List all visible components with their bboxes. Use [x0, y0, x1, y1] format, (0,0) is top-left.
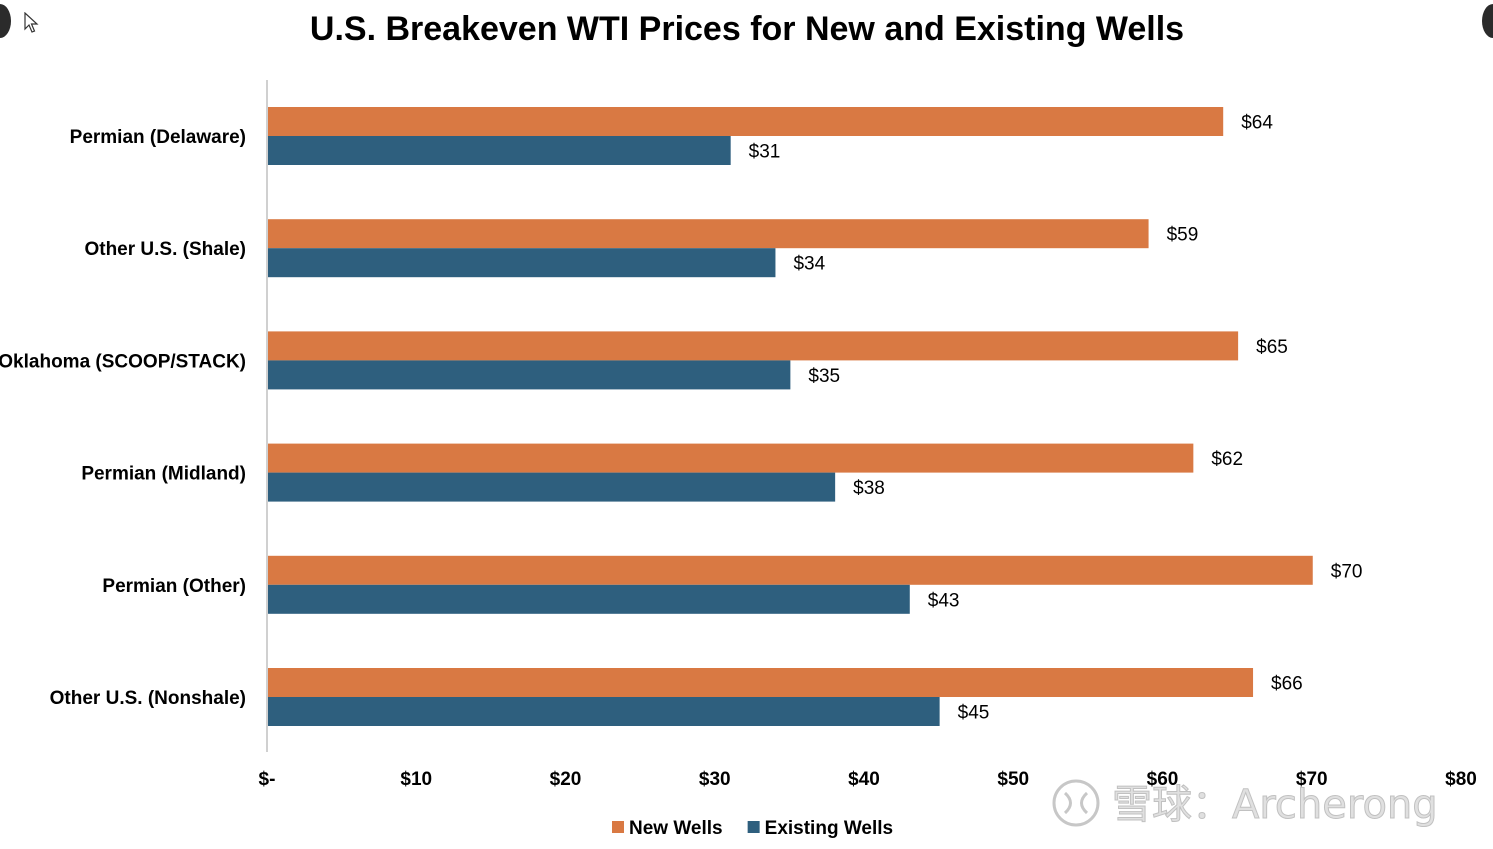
- category-label-permian-delaware: Permian (Delaware): [70, 127, 246, 148]
- x-tick-label-60: $60: [1147, 769, 1179, 790]
- bar-new-wells-other-u-s-shale: [268, 219, 1149, 249]
- bar-existing-wells-permian-midland: [268, 472, 836, 502]
- bar-existing-wells-permian-delaware: [268, 136, 731, 165]
- snowball-logo-icon: [1052, 779, 1100, 827]
- bar-new-wells-permian-other: [268, 555, 1313, 585]
- data-label-new-wells-permian-delaware: $64: [1241, 113, 1273, 134]
- x-tick-label-80: $80: [1445, 769, 1477, 790]
- x-tick-labels-layer: $- $10 $20 $30 $40 $50 $60 $70 $80: [259, 769, 1477, 790]
- watermark-text: 雪球：Archerong: [1112, 782, 1438, 828]
- legend-swatch-new-wells: [612, 821, 624, 833]
- data-label-existing-wells-permian-delaware: $31: [749, 142, 781, 163]
- category-label-permian-midland: Permian (Midland): [81, 464, 246, 485]
- legend-label-existing-wells: Existing Wells: [765, 818, 893, 839]
- x-tick-label-40: $40: [848, 769, 880, 790]
- bar-new-wells-permian-delaware: [268, 107, 1224, 136]
- x-tick-label-0: $-: [259, 769, 276, 790]
- mouse-pointer-icon: [24, 12, 39, 33]
- bar-existing-wells-permian-other: [268, 584, 910, 614]
- data-label-existing-wells-oklahoma-scoop-stack: $35: [808, 366, 840, 387]
- category-label-permian-other: Permian (Other): [102, 576, 246, 597]
- data-label-new-wells-permian-midland: $62: [1211, 449, 1243, 470]
- x-tick-label-70: $70: [1296, 769, 1328, 790]
- legend-label-new-wells: New Wells: [629, 818, 723, 839]
- data-labels-layer: $64 $31 $59 $34 $65 $35 $62 $38 $70 $43 $66 $45: [749, 113, 1363, 724]
- data-label-existing-wells-other-u-s-nonshale: $45: [958, 703, 990, 724]
- bar-new-wells-other-u-s-nonshale: [268, 668, 1254, 697]
- data-label-existing-wells-other-u-s-shale: $34: [793, 254, 825, 275]
- data-label-new-wells-permian-other: $70: [1331, 561, 1363, 582]
- category-label-other-u-s-nonshale: Other U.S. (Nonshale): [50, 688, 246, 709]
- chart-title: U.S. Breakeven WTI Prices for New and Ex…: [310, 10, 1184, 48]
- watermark: 雪球：Archerong: [1052, 779, 1438, 829]
- bar-existing-wells-oklahoma-scoop-stack: [268, 360, 791, 390]
- bar-new-wells-permian-midland: [268, 443, 1194, 473]
- data-label-new-wells-other-u-s-shale: $59: [1167, 225, 1199, 246]
- x-tick-label-20: $20: [550, 769, 582, 790]
- category-labels-layer: Permian (Delaware) Other U.S. (Shale) Okla…: [0, 127, 246, 709]
- x-tick-label-50: $50: [997, 769, 1029, 790]
- x-tick-label-10: $10: [400, 769, 432, 790]
- bar-existing-wells-other-u-s-shale: [268, 248, 776, 278]
- category-label-other-u-s-shale: Other U.S. (Shale): [84, 239, 246, 260]
- bar-new-wells-oklahoma-scoop-stack: [268, 331, 1239, 361]
- right-edge-control: [1482, 4, 1493, 38]
- data-label-existing-wells-permian-other: $43: [928, 590, 960, 611]
- bar-existing-wells-other-u-s-nonshale: [268, 697, 940, 726]
- data-label-new-wells-other-u-s-nonshale: $66: [1271, 674, 1303, 695]
- data-label-new-wells-oklahoma-scoop-stack: $65: [1256, 337, 1288, 358]
- legend-swatch-existing-wells: [747, 821, 760, 833]
- legend: New Wells Existing Wells: [612, 818, 893, 839]
- left-edge-control: [0, 4, 11, 38]
- category-label-oklahoma-scoop-stack: Oklahoma (SCOOP/STACK): [0, 351, 246, 372]
- x-tick-label-30: $30: [699, 769, 731, 790]
- data-label-existing-wells-permian-midland: $38: [853, 478, 885, 499]
- bars-layer: [268, 107, 1313, 726]
